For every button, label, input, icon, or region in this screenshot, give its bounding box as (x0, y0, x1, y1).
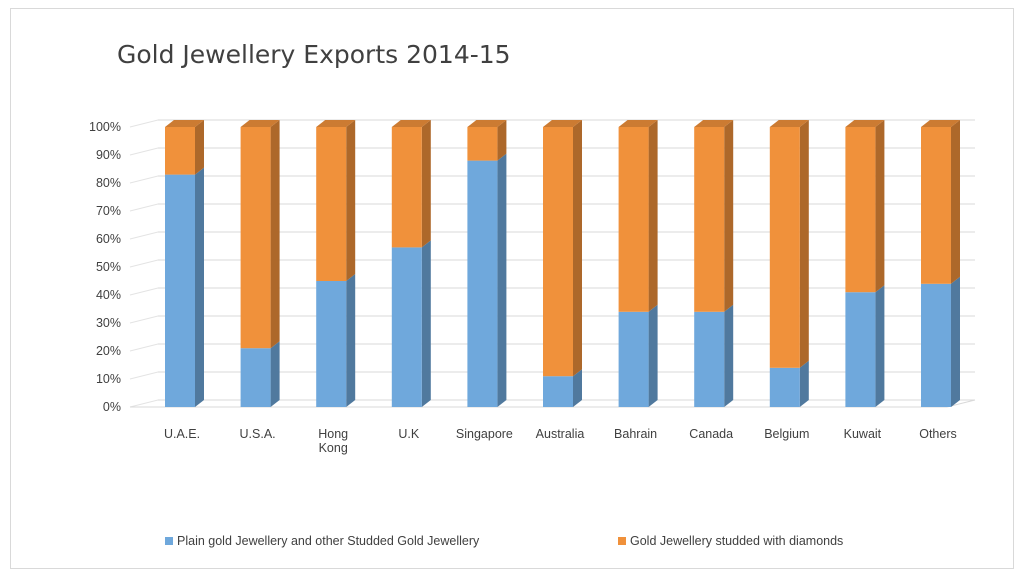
y-tick-label: 70% (96, 204, 121, 218)
bar-segment (694, 311, 725, 407)
bar-side (346, 274, 356, 407)
bar-side (421, 120, 431, 248)
bar-side (875, 285, 885, 407)
bar-segment (391, 127, 422, 248)
legend-swatch-diamonds (618, 537, 626, 545)
x-tick-label: U.A.E. (164, 427, 200, 441)
y-tick-label: 100% (89, 120, 121, 134)
bar-side (799, 360, 809, 407)
legend-swatch-plain (165, 537, 173, 545)
bar-segment (845, 292, 876, 407)
bar-segment (543, 376, 573, 407)
gridline-depth (129, 315, 159, 324)
bar-side (951, 276, 960, 407)
x-tick-label: U.S.A. (240, 427, 276, 441)
bar-top (769, 120, 809, 127)
bar-side (573, 120, 582, 377)
bar-segment (921, 127, 951, 284)
bar-top (543, 120, 582, 127)
bar-side (270, 341, 280, 407)
bar-segment (769, 367, 800, 407)
y-tick-label: 30% (96, 316, 121, 330)
chart-title: Gold Jewellery Exports 2014-15 (117, 40, 511, 69)
x-tick-label: Australia (536, 427, 585, 441)
y-tick-label: 0% (103, 400, 121, 414)
y-tick-label: 50% (96, 260, 121, 274)
bar-side (195, 120, 204, 175)
bar-side (648, 120, 658, 312)
bar-segment (165, 127, 195, 175)
bar-top (467, 120, 507, 127)
gridline-depth (129, 175, 159, 184)
bar-side (724, 120, 734, 312)
y-tick-label: 90% (96, 148, 121, 162)
legend-item-plain: Plain gold Jewellery and other Studded G… (165, 534, 479, 548)
bar-side (573, 369, 582, 407)
x-tick-label: Canada (689, 427, 733, 441)
y-tick-label: 10% (96, 372, 121, 386)
x-tick-label: Kong (319, 441, 348, 455)
y-tick-label: 80% (96, 176, 121, 190)
bar-top (316, 120, 356, 127)
bar-segment (618, 127, 649, 312)
bar-side (875, 120, 885, 293)
bar-side (195, 167, 204, 407)
bar-side (421, 240, 431, 407)
x-tick-label: Bahrain (614, 427, 657, 441)
bar-segment (769, 127, 800, 368)
bar-top (694, 120, 734, 127)
bar-segment (165, 174, 195, 407)
gridline-depth (129, 371, 159, 380)
bar-side (270, 120, 280, 349)
gridline-depth (129, 399, 159, 408)
gridline-depth (129, 343, 159, 352)
bar-segment (467, 127, 498, 161)
legend-label-diamonds: Gold Jewellery studded with diamonds (630, 534, 844, 548)
legend-item-diamonds: Gold Jewellery studded with diamonds (618, 534, 843, 548)
bar-side (648, 304, 658, 407)
bar-side (497, 120, 507, 161)
bar-side (799, 120, 809, 368)
legend-label-plain: Plain gold Jewellery and other Studded G… (177, 534, 480, 548)
bar-segment (467, 160, 498, 407)
bar-segment (391, 247, 422, 407)
bar-top (618, 120, 658, 127)
bar-segment (316, 281, 347, 407)
bar-segment (618, 311, 649, 407)
x-tick-label: Others (919, 427, 957, 441)
bar-side (346, 120, 356, 281)
gridline-depth (129, 119, 159, 128)
bar-segment (240, 348, 271, 407)
y-tick-label: 40% (96, 288, 121, 302)
gridline-depth (129, 231, 159, 240)
x-tick-label: U.K (398, 427, 420, 441)
gridline-depth (129, 259, 159, 268)
bar-segment (694, 127, 725, 312)
gridline-depth (129, 203, 159, 212)
bar-segment (543, 127, 573, 377)
bar-top (921, 120, 960, 127)
bar-segment (845, 127, 876, 293)
x-tick-label: Hong (318, 427, 348, 441)
gridline-depth (129, 147, 159, 156)
bar-side (497, 153, 507, 407)
bar-segment (921, 283, 951, 407)
bar-top (240, 120, 280, 127)
bar-top (165, 120, 204, 127)
x-tick-label: Kuwait (844, 427, 882, 441)
bar-side (951, 120, 960, 284)
bar-segment (240, 127, 271, 349)
y-tick-label: 60% (96, 232, 121, 246)
x-tick-label: Belgium (764, 427, 809, 441)
bar-top (391, 120, 431, 127)
gridline-depth (129, 287, 159, 296)
bar-top (845, 120, 885, 127)
x-tick-label: Singapore (456, 427, 513, 441)
bar-side (724, 304, 734, 407)
y-tick-label: 20% (96, 344, 121, 358)
bar-segment (316, 127, 347, 281)
